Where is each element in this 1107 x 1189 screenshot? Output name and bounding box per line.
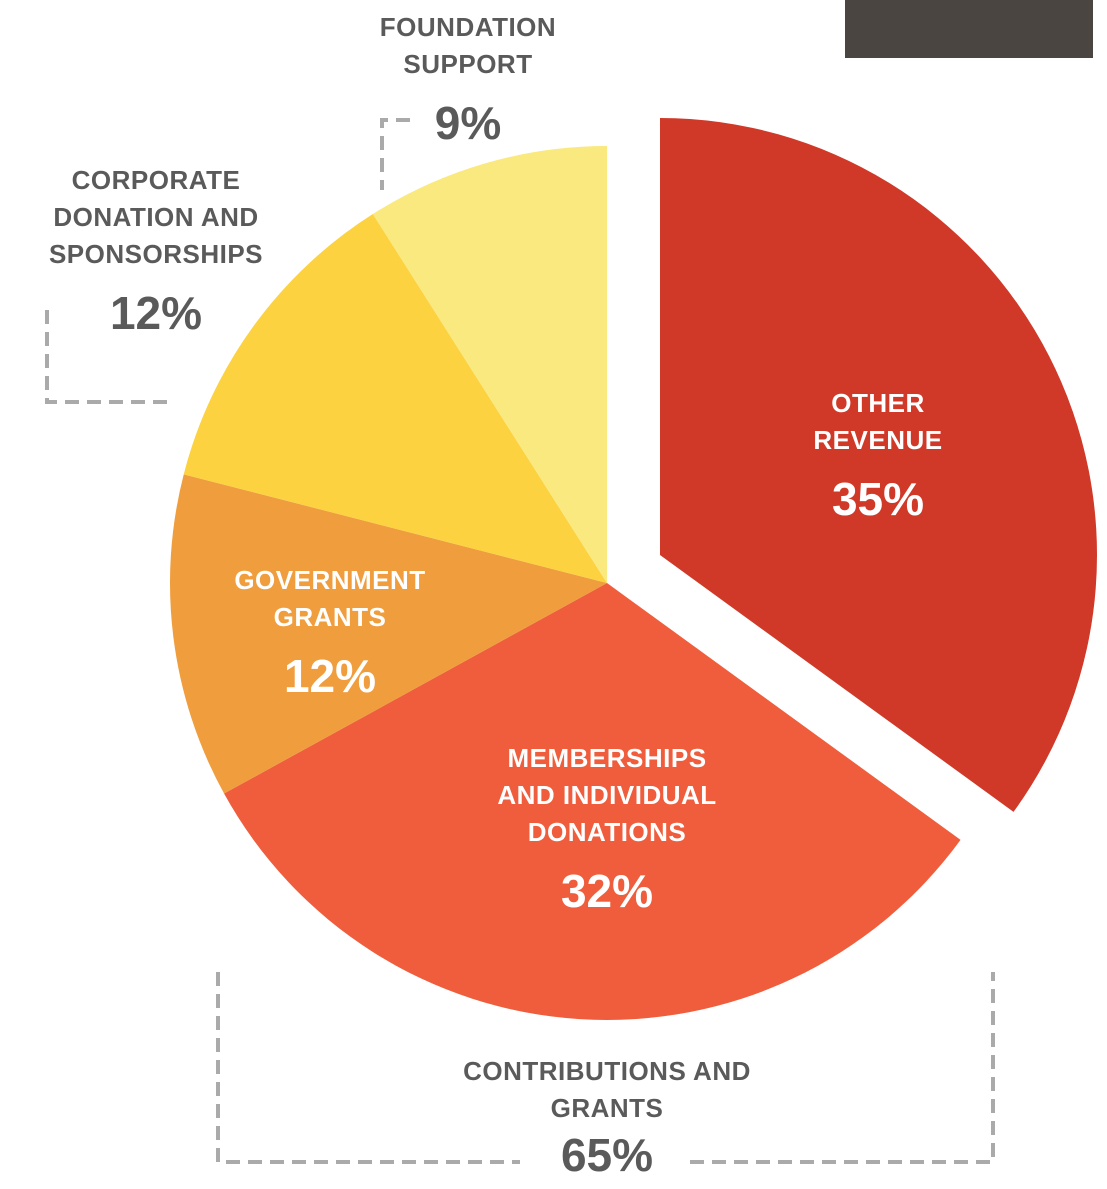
slice-value: 12% [109, 287, 203, 339]
pie-slice [224, 583, 961, 1020]
pie-slice [660, 118, 1097, 812]
slice-value: 32% [560, 865, 654, 917]
slice-value: 9% [434, 97, 502, 149]
slice-label: CORPORATE DONATION AND SPONSORSHIPS 12% [26, 162, 286, 343]
pie-slice [170, 474, 607, 794]
pie-slice [183, 214, 607, 584]
slice-name: GOVERNMENT GRANTS [234, 565, 426, 632]
slice-value: 35% [831, 473, 925, 525]
slice-name: CORPORATE DONATION AND SPONSORSHIPS [48, 165, 264, 269]
pie-slice [372, 146, 607, 583]
leader-line [45, 310, 172, 404]
annotation-value: 65% [560, 1129, 654, 1181]
slice-label: OTHER REVENUE 35% [778, 385, 978, 529]
slice-name: MEMBERSHIPS AND INDIVIDUAL DONATIONS [497, 743, 717, 847]
annotation-text: CONTRIBUTIONS AND GRANTS [463, 1056, 751, 1123]
photo [845, 0, 1093, 58]
annotation: CONTRIBUTIONS AND GRANTS 65% [457, 1053, 757, 1183]
slice-name: OTHER REVENUE [813, 388, 943, 455]
annotation-bracket [216, 972, 995, 1164]
slice-label: MEMBERSHIPS AND INDIVIDUAL DONATIONS 32% [477, 740, 737, 921]
slice-name: FOUNDATION SUPPORT [379, 12, 557, 79]
slice-value: 12% [283, 650, 377, 702]
slice-label: FOUNDATION SUPPORT 9% [348, 9, 588, 153]
leader-line [380, 118, 410, 190]
slice-label: GOVERNMENT GRANTS 12% [200, 562, 460, 706]
